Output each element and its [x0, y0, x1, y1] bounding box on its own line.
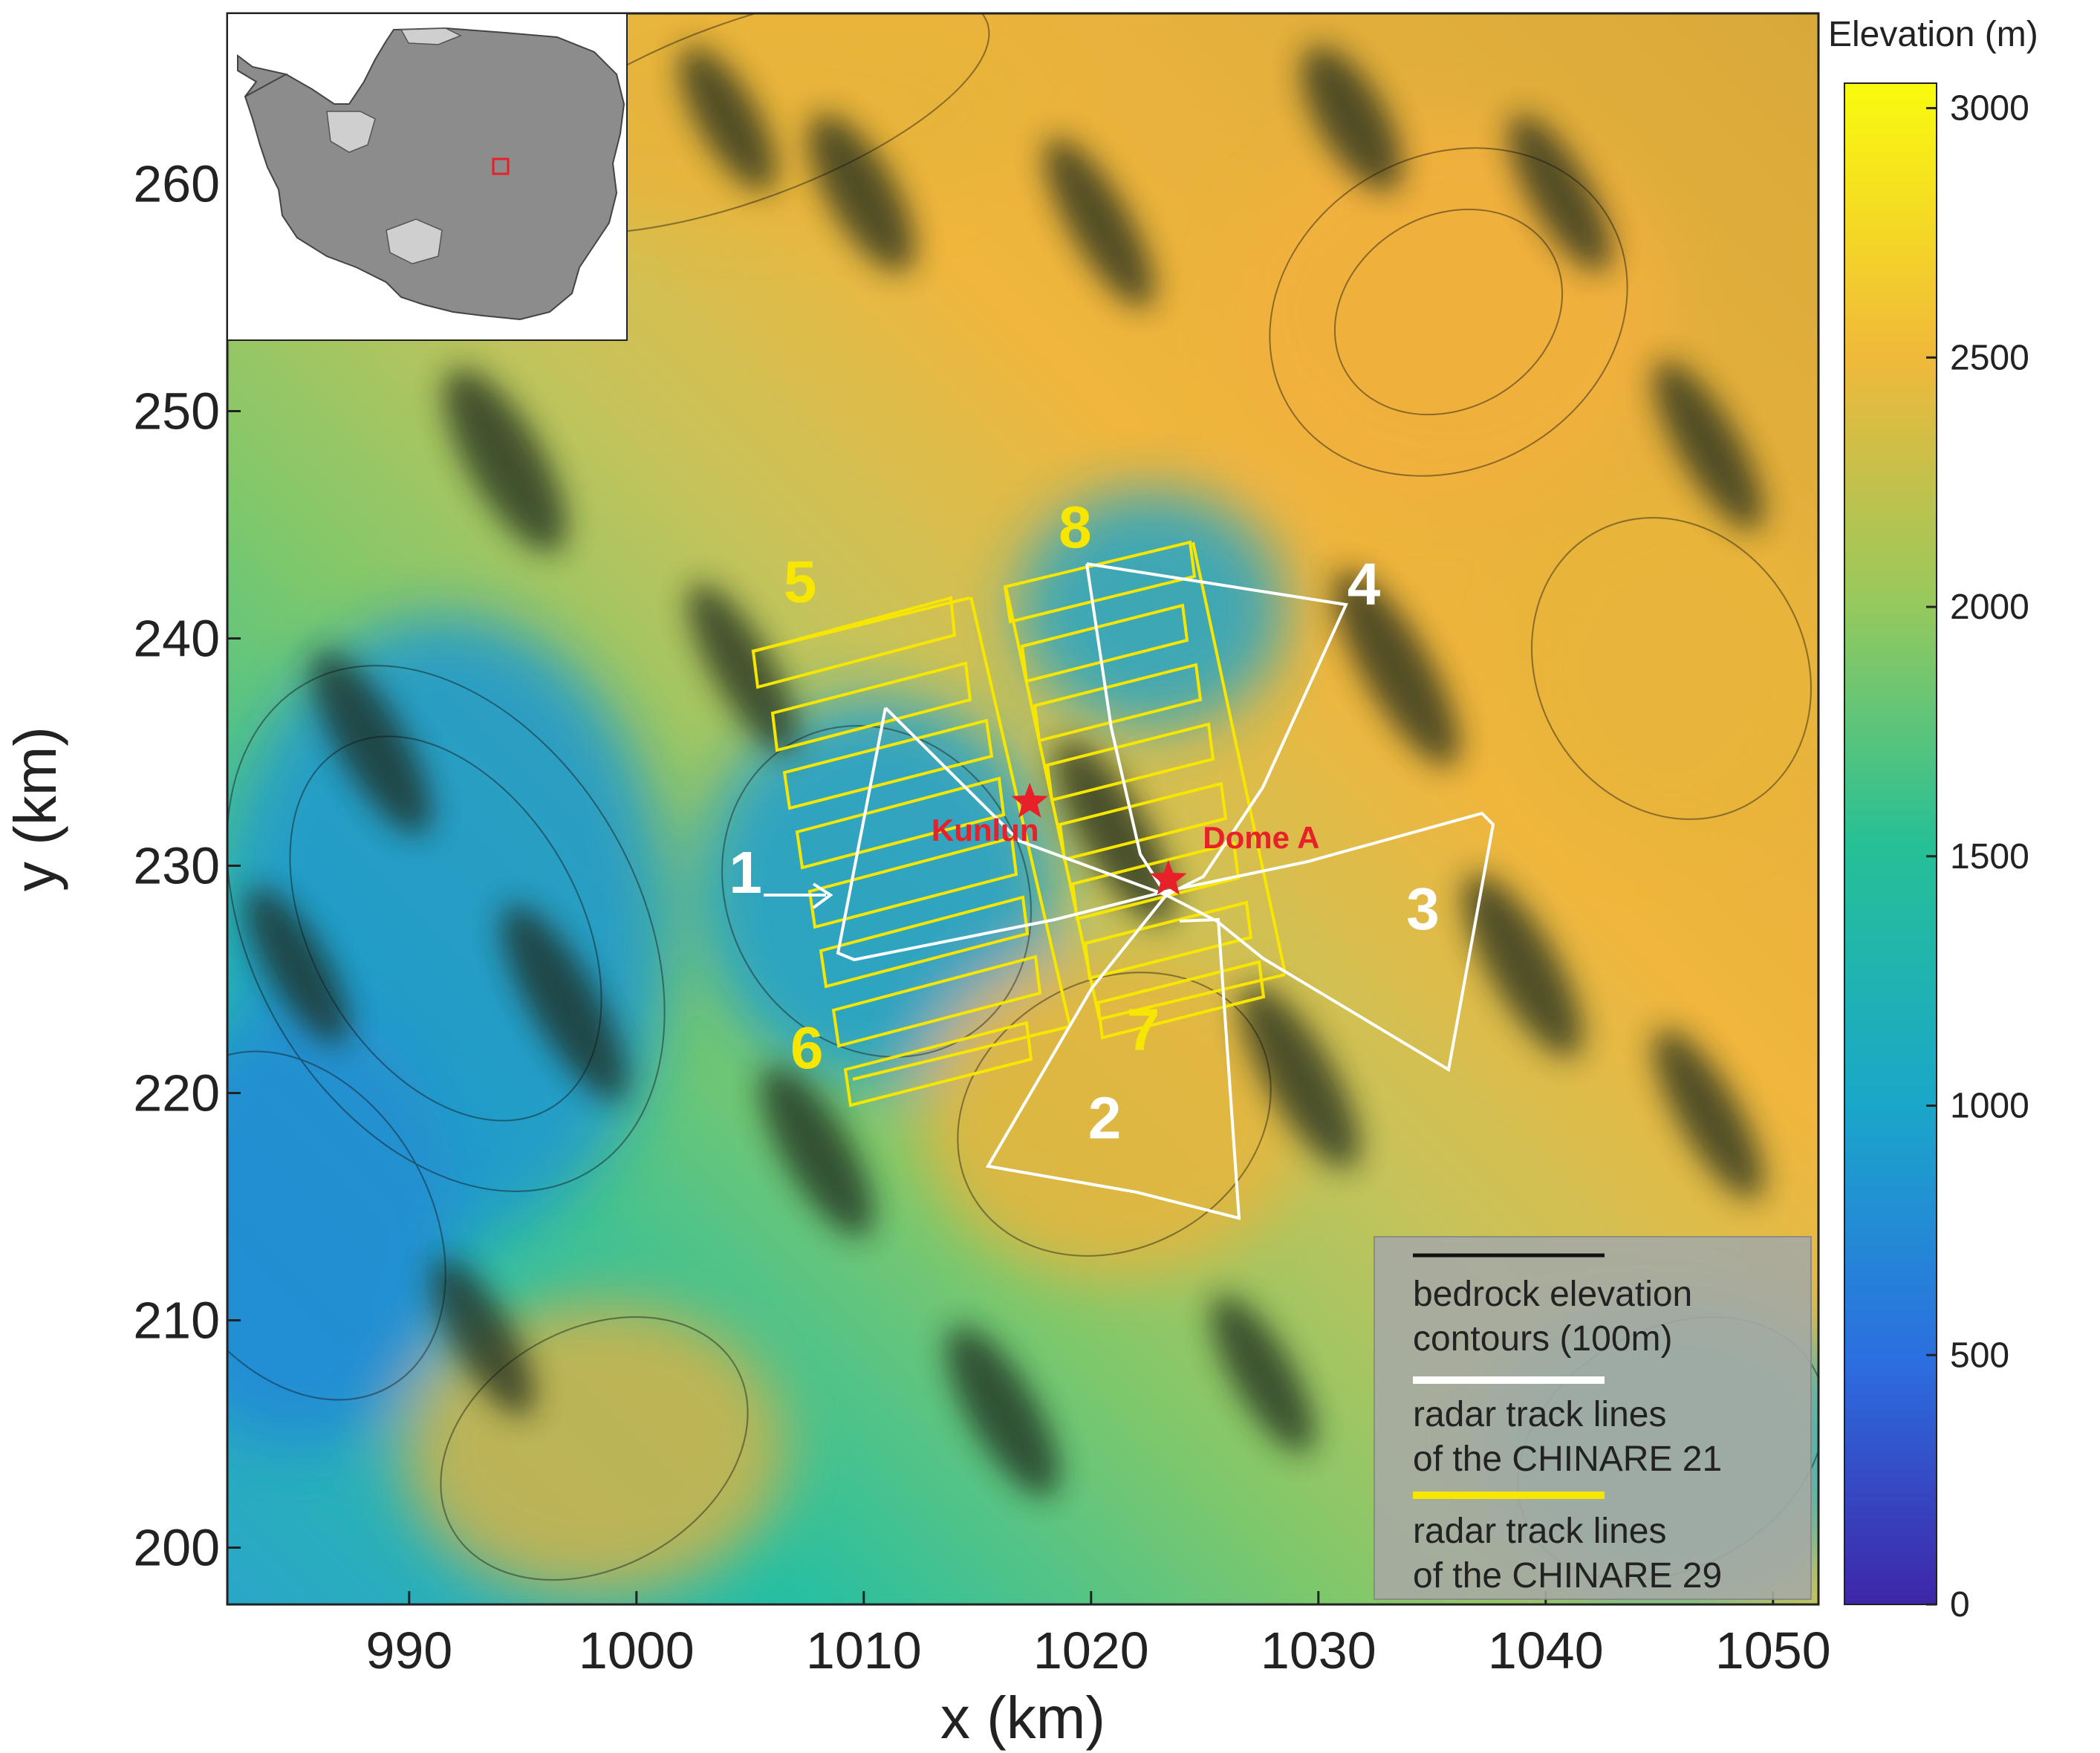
y-tick-label: 200	[133, 1519, 220, 1577]
x-tick-label: 1030	[1261, 1622, 1376, 1679]
legend-contour-label-2: contours (100m)	[1413, 1319, 1672, 1359]
survey-number-label: 6	[790, 1015, 824, 1081]
survey-number-label: 3	[1406, 876, 1440, 942]
x-tick-label: 1020	[1033, 1622, 1149, 1679]
legend-box: bedrock elevation contours (100m) radar …	[1374, 1236, 1812, 1600]
y-tick-label: 250	[133, 383, 220, 440]
legend-yellow-label-2: of the CHINARE 29	[1413, 1556, 1722, 1596]
y-tick-label: 210	[133, 1292, 220, 1350]
study-area-marker	[492, 157, 510, 175]
x-tick-label: 990	[365, 1622, 452, 1679]
legend-yellow-label-1: radar track lines	[1413, 1512, 1666, 1551]
y-tick-label: 240	[133, 610, 220, 668]
survey-number-label: 7	[1127, 996, 1160, 1062]
y-axis-label: y (km)	[2, 726, 68, 891]
colorbar-title: Elevation (m)	[1828, 15, 2038, 54]
y-tick-label: 220	[133, 1064, 220, 1122]
x-tick-label: 1050	[1715, 1622, 1831, 1679]
survey-number-label: 1	[729, 839, 762, 905]
colorbar: Elevation (m) 0 500 1000 1500 2000 2500 3000	[1828, 15, 2038, 1624]
colorbar-tick-label: 0	[1950, 1585, 1970, 1624]
colorbar-tick-label: 3000	[1950, 89, 2029, 129]
survey-number-label: 8	[1059, 494, 1092, 560]
y-tick-label: 230	[133, 837, 220, 895]
x-axis-ticks: 990 1000 1010 1020 1030 1040 1050	[365, 1591, 1831, 1679]
station-star-icon	[1011, 782, 1048, 818]
colorbar-tick-label: 500	[1950, 1336, 2009, 1375]
survey-number-label: 4	[1348, 551, 1381, 617]
colorbar-ticks: 0 500 1000 1500 2000 2500 3000	[1926, 89, 2029, 1624]
station-star-icon	[1150, 859, 1187, 895]
y-axis-ticks: 200 210 220 230 240 250 260	[133, 155, 241, 1577]
plot-frame	[226, 12, 1820, 1606]
legend-contour-label-1: bedrock elevation	[1413, 1275, 1692, 1314]
x-axis-label: x (km)	[940, 1685, 1105, 1751]
station-label: Kunlun	[932, 813, 1039, 848]
colorbar-tick-label: 1500	[1950, 837, 2029, 876]
colorbar-tick-label: 1000	[1950, 1087, 2029, 1126]
survey-area-labels: 1 2 3 4 5 6 7 8	[729, 494, 1439, 1151]
bedrock-contours	[227, 13, 1818, 1581]
chinare-29-tracks	[751, 540, 1287, 1108]
colorbar-tick-label: 2500	[1950, 338, 2029, 377]
survey-number-label: 2	[1088, 1085, 1122, 1151]
x-tick-label: 1000	[579, 1622, 695, 1679]
station-label: Dome A	[1203, 820, 1319, 855]
station-markers: Kunlun Dome A	[932, 782, 1319, 895]
x-tick-label: 1040	[1488, 1622, 1604, 1679]
antarctica-inset	[227, 13, 628, 341]
x-tick-label: 1010	[806, 1622, 922, 1679]
y-tick-label: 260	[133, 155, 220, 213]
colorbar-tick-label: 2000	[1950, 588, 2029, 627]
legend-white-label-2: of the CHINARE 21	[1413, 1440, 1722, 1479]
legend-white-label-1: radar track lines	[1413, 1395, 1666, 1434]
survey-number-label: 5	[784, 549, 817, 615]
